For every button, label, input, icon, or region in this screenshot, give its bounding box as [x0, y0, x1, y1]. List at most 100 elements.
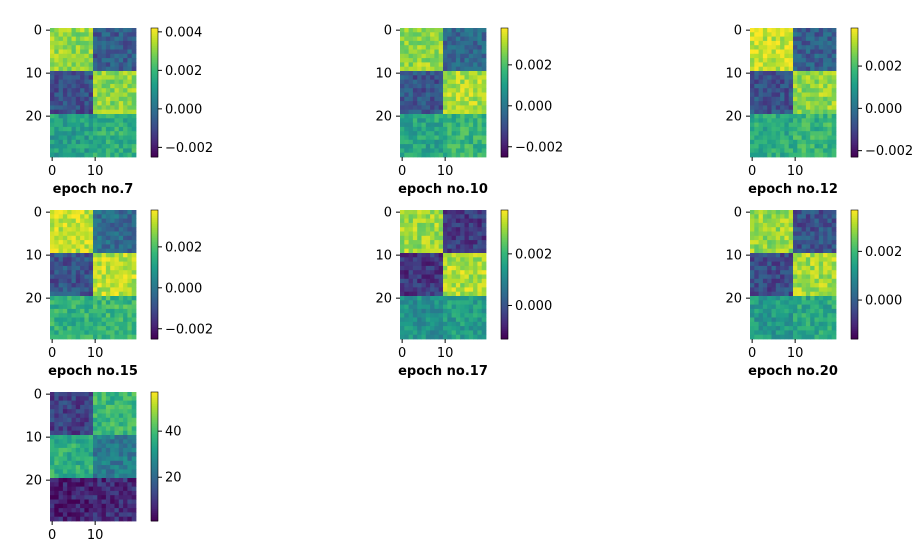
heatmap-cell: [54, 326, 59, 331]
colorbar-segment: [151, 282, 158, 285]
heatmap-cell: [831, 88, 837, 93]
heatmap-cell: [75, 79, 81, 85]
colorbar-segment: [151, 114, 158, 118]
heatmap-cell: [54, 447, 59, 453]
heatmap-cell: [67, 326, 72, 331]
heatmap-cell: [408, 109, 414, 115]
heatmap-cell: [417, 118, 422, 123]
heatmap-cell: [797, 248, 802, 254]
colorbar-segment: [151, 130, 158, 134]
heatmap-cell: [823, 300, 828, 305]
heatmap-cell: [114, 400, 120, 406]
heatmap-cell: [477, 53, 483, 59]
heatmap-cell: [127, 422, 133, 427]
heatmap-cell: [447, 139, 452, 145]
colorbar-segment: [851, 106, 858, 110]
heatmap-cell: [818, 248, 824, 254]
heatmap-cell: [93, 222, 98, 228]
heatmap-cell: [131, 330, 137, 336]
heatmap-cell: [767, 240, 772, 245]
heatmap-cell: [814, 261, 820, 267]
heatmap-cell: [50, 465, 55, 470]
heatmap-cell: [762, 261, 768, 267]
heatmap-cell: [473, 274, 478, 280]
heatmap-cell: [62, 326, 68, 331]
heatmap-cell: [430, 122, 435, 128]
heatmap-cell: [788, 62, 794, 68]
heatmap-cell: [75, 330, 81, 336]
heatmap-cell: [771, 101, 777, 106]
heatmap-cell: [114, 88, 120, 93]
heatmap-cell: [67, 313, 72, 318]
heatmap-cell: [823, 75, 828, 80]
colorbar-segment: [151, 274, 158, 277]
heatmap-cell: [481, 83, 487, 89]
heatmap-cell: [408, 235, 414, 241]
heatmap-cell: [451, 96, 457, 102]
heatmap-cell: [464, 71, 470, 76]
heatmap-cell: [464, 144, 470, 149]
heatmap-cell: [767, 83, 772, 89]
heatmap-cell: [62, 222, 68, 228]
heatmap-cell: [408, 317, 414, 323]
heatmap-cell: [434, 235, 440, 241]
heatmap-cell: [460, 148, 465, 154]
heatmap-cell: [805, 152, 811, 158]
heatmap-cell: [101, 452, 107, 457]
colorbar-segment: [501, 332, 508, 336]
heatmap-cell: [818, 114, 824, 119]
heatmap-cell: [93, 71, 98, 76]
heatmap-cell: [110, 214, 115, 219]
heatmap-cell: [468, 296, 474, 301]
heatmap-cell: [827, 218, 833, 224]
heatmap-cell: [408, 222, 414, 228]
heatmap-cell: [404, 83, 409, 89]
heatmap-cell: [50, 443, 55, 449]
heatmap-cell: [110, 79, 115, 85]
heatmap-cell: [434, 240, 440, 245]
heatmap-cell: [477, 36, 483, 42]
heatmap-cell: [75, 296, 81, 301]
heatmap-cell: [425, 79, 431, 85]
heatmap-cell: [67, 439, 72, 444]
heatmap-cell: [101, 92, 107, 98]
heatmap-cell: [118, 274, 124, 280]
heatmap-cell: [425, 122, 431, 128]
heatmap-cell: [438, 135, 444, 141]
heatmap-cell: [123, 131, 128, 136]
colorbar-segment: [851, 292, 858, 296]
heatmap-cell: [67, 478, 72, 483]
heatmap-cell: [80, 92, 85, 98]
colorbar-segment: [851, 58, 858, 61]
heatmap-cell: [451, 253, 457, 258]
colorbar-segment: [501, 44, 508, 47]
heatmap-cell: [62, 490, 68, 496]
heatmap-cell: [793, 313, 798, 318]
heatmap-cell: [831, 240, 837, 245]
heatmap-cell: [412, 274, 418, 280]
heatmap-cell: [451, 248, 457, 254]
heatmap-cell: [434, 75, 440, 80]
heatmap-cell: [105, 456, 111, 462]
heatmap-cell: [101, 144, 107, 149]
heatmap-cell: [775, 28, 781, 33]
heatmap-cell: [88, 452, 94, 457]
heatmap-cell: [814, 45, 820, 50]
heatmap-cell: [105, 118, 111, 123]
heatmap-cell: [754, 139, 759, 145]
heatmap-cell: [797, 71, 802, 76]
heatmap-cell: [823, 231, 828, 237]
heatmap-cell: [468, 83, 474, 89]
heatmap-cell: [447, 118, 452, 123]
heatmap-cell: [481, 28, 487, 33]
heatmap-cell: [758, 36, 764, 42]
heatmap-cell: [123, 503, 128, 509]
heatmap-cell: [417, 235, 422, 241]
heatmap-cell: [131, 227, 137, 232]
heatmap-cell: [460, 304, 465, 310]
heatmap-cell: [62, 231, 68, 237]
heatmap-cell: [481, 105, 487, 111]
heatmap-cell: [762, 317, 768, 323]
heatmap-cell: [464, 214, 470, 219]
heatmap-cell: [110, 274, 115, 280]
